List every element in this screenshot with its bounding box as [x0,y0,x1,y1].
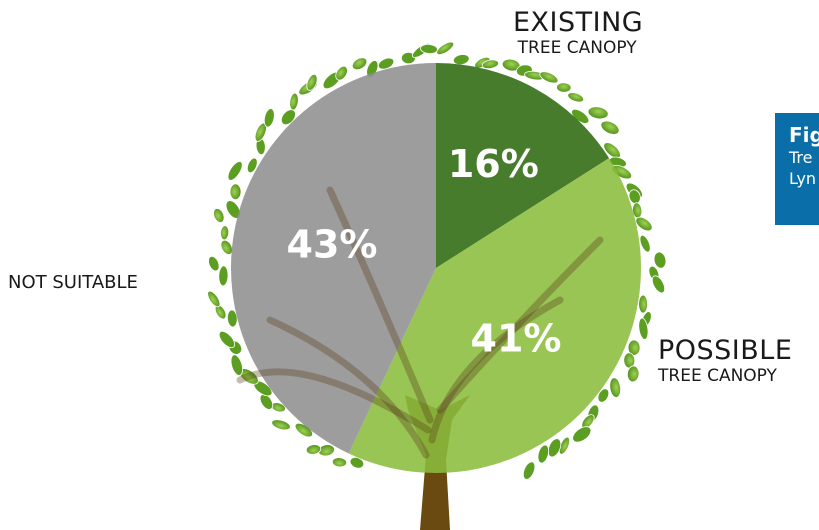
leaf-decoration [349,456,365,469]
leaf-decoration [305,444,322,455]
leaf-decoration [218,330,236,349]
leaf-decoration [246,157,258,174]
possible-label-subtitle: TREE CANOPY [658,366,777,386]
tree-leaves-decoration [207,41,667,480]
figure-caption-box: Fig Tre Lyn [775,113,819,225]
pie-slices [231,63,641,473]
leaf-decoration [377,57,395,70]
leaf-decoration [259,393,274,410]
leaf-decoration [572,426,592,443]
leaf-decoration [556,82,572,93]
leaf-decoration [220,225,230,241]
tree-branches-decoration [236,186,604,459]
leaf-decoration [603,142,621,159]
leaf-decoration [263,108,275,128]
leaf-decoration [567,92,585,103]
leaf-decoration [401,51,416,65]
leaf-decoration [626,365,640,383]
possible-label-title: POSSIBLE [658,335,793,366]
legend-existing-tree-canopy: EXISTING TREE CANOPY [511,7,644,59]
leaf-decoration [638,294,649,314]
legend-possible-tree-canopy: POSSIBLE TREE CANOPY [658,335,793,387]
pie-value-labels: 16% 41% 43% [287,142,562,361]
leaf-decoration [208,255,220,272]
leaf-decoration [452,54,470,66]
leaf-decoration [600,120,620,135]
leaf-decoration [331,457,348,468]
leaf-decoration [227,161,243,181]
leaf-decoration [229,183,242,201]
branch-decoration [436,236,604,414]
leaf-decoration [481,59,500,70]
pie-value-label-existing-tree-canopy: 16% [448,142,539,186]
figure-caption-line-2: Lyn [789,169,817,188]
leaf-decoration [306,73,318,91]
existing-label-title: EXISTING [513,7,644,38]
pie-value-label-possible-tree-canopy: 41% [471,317,562,361]
leaf-decoration [537,444,550,464]
leaf-decoration [207,290,221,308]
leaf-decoration [539,71,559,84]
leaf-decoration [587,106,609,120]
leaf-decoration [638,317,649,340]
leaf-decoration [609,377,622,398]
leaf-decoration [213,208,225,223]
leaf-decoration [436,41,455,55]
leaf-decoration [653,251,667,269]
leaf-decoration [220,239,233,255]
pie-slice-possible-tree-canopy [348,158,641,473]
leaf-decoration [271,419,291,431]
leaf-decoration [230,354,243,376]
leaf-decoration [547,438,562,458]
leaf-decoration [651,275,666,294]
leaf-decoration [597,388,610,403]
leaf-decoration [635,216,653,232]
leaf-decoration [627,339,641,356]
figure-caption-line-1: Tre [789,148,813,167]
pie-slice-not-suitable [231,63,436,454]
branch-decoration [236,368,432,434]
legend-not-suitable: NOT SUITABLE [8,272,138,293]
existing-label-subtitle: TREE CANOPY [517,38,637,58]
leaf-decoration [335,65,348,81]
branch-decoration [428,296,564,444]
leaf-decoration [280,109,296,126]
leaf-decoration [218,265,229,287]
leaf-decoration [522,461,536,480]
pie-value-label-not-suitable: 43% [287,223,378,267]
pie-slice-existing-tree-canopy [436,63,610,268]
branch-decoration [326,186,434,424]
branch-decoration [266,316,430,459]
figure-caption-title: Fig [789,123,819,147]
leaf-decoration [226,309,238,328]
leaf-decoration [639,234,651,253]
leaf-decoration [289,92,299,111]
leaf-decoration [351,57,368,71]
